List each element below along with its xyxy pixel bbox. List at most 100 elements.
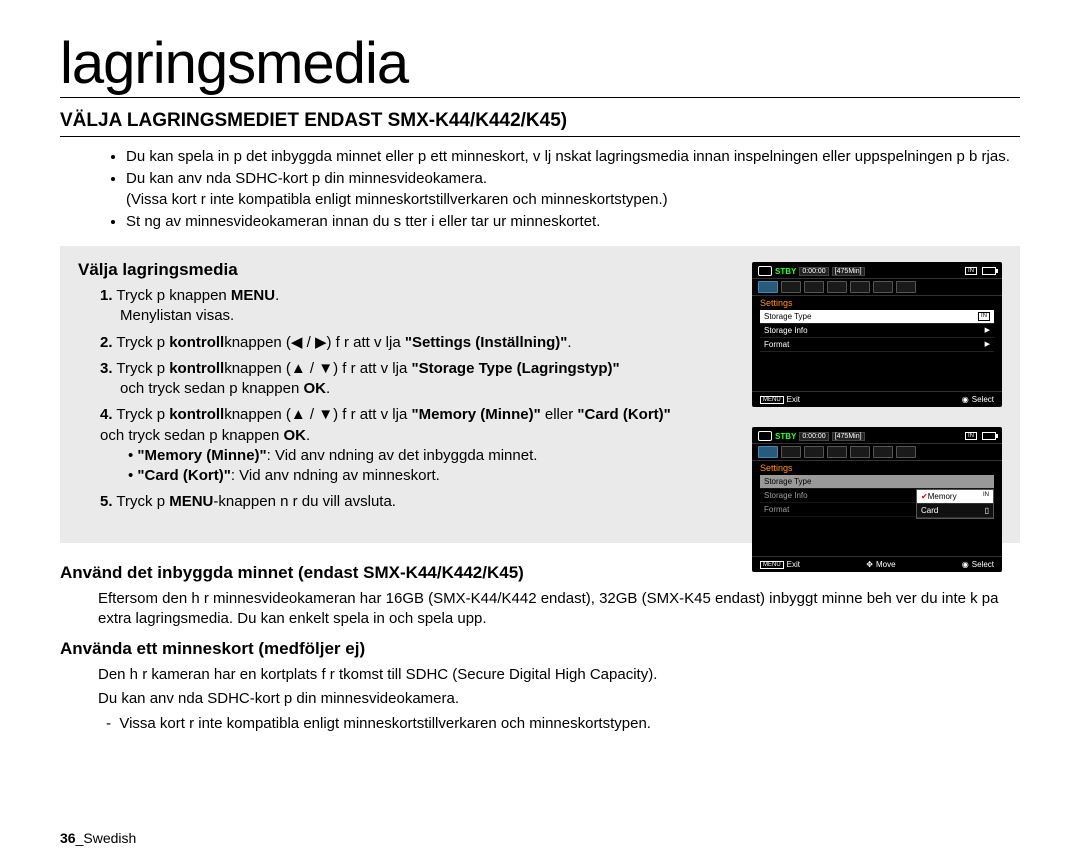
- kontroll-label: kontroll: [169, 334, 224, 351]
- tab-icon: [873, 281, 893, 293]
- menu-tag: MENU: [760, 561, 784, 569]
- in-icon: IN: [965, 267, 977, 275]
- tab-icon: [758, 281, 778, 293]
- select-label: Select: [972, 560, 994, 569]
- text: Tryck p knappen: [116, 287, 231, 304]
- menu-label: Format: [764, 340, 789, 349]
- menu-row: Storage Info ▶: [760, 324, 994, 338]
- lcd-bottombar: MENUExit ✥ Move ◉ Select: [752, 556, 1002, 572]
- text: Tryck p: [116, 406, 169, 423]
- menu-label: Format: [764, 505, 789, 514]
- text: -knappen n r du vill avsluta.: [213, 493, 396, 510]
- quoted: "Memory (Minne)": [411, 406, 540, 423]
- page-number: 36: [60, 830, 76, 846]
- menu-label: Storage Type: [764, 312, 811, 321]
- lower-heading-2: Använda ett minneskort (medföljer ej): [60, 639, 1020, 659]
- text: : Vid anv ndning av minneskort.: [231, 467, 440, 484]
- in-icon: IN: [965, 432, 977, 440]
- exit-label: Exit: [787, 395, 800, 404]
- text: knappen (▲ / ▼) f r att v lja: [224, 360, 411, 377]
- tab-icon: [827, 281, 847, 293]
- battery-icon: [982, 267, 996, 275]
- step-2: 2. Tryck p kontrollknappen (◀ / ▶) f r a…: [100, 333, 740, 353]
- in-tag: IN: [978, 312, 990, 321]
- instructions-box: Välja lagringsmedia 1. Tryck p knappen M…: [60, 246, 1020, 543]
- select-label: Select: [972, 395, 994, 404]
- text: .: [326, 380, 330, 397]
- arrow-icon: ▶: [985, 326, 990, 335]
- select-button: ◉ Select: [962, 395, 994, 404]
- camera-icon: [758, 431, 772, 441]
- text: Tryck p: [116, 334, 169, 351]
- exit-label: Exit: [787, 560, 800, 569]
- page-footer: 36_Swedish: [60, 830, 136, 846]
- text: och tryck sedan p knappen: [100, 427, 283, 444]
- text: knappen (◀ / ▶) f r att v lja: [224, 334, 405, 351]
- card-icon: ▯: [985, 506, 989, 515]
- ok-label: OK: [283, 427, 306, 444]
- memory-label: Memory: [928, 492, 957, 501]
- screenshots-container: STBY 0:00:00 [475Min] IN Settings Storag…: [752, 262, 1002, 592]
- settings-label: Settings: [752, 461, 1002, 475]
- quoted: "Card (Kort)": [577, 406, 670, 423]
- text: .: [275, 287, 279, 304]
- quoted: "Settings (Inställning)": [405, 334, 568, 351]
- sub-bullet: • "Memory (Minne)": Vid anv ndning av de…: [140, 446, 740, 466]
- tab-icon: [827, 446, 847, 458]
- arrow-icon: ▶: [985, 340, 990, 349]
- text: och tryck sedan p knappen: [120, 380, 303, 397]
- page-subtitle: VÄLJA LAGRINGSMEDIET ENDAST SMX-K44/K442…: [60, 110, 1020, 137]
- intro-list: Du kan spela in p det inbyggda minnet el…: [126, 147, 1020, 232]
- lcd-iconrow: [752, 278, 1002, 296]
- tab-icon: [804, 281, 824, 293]
- intro-item: Du kan spela in p det inbyggda minnet el…: [126, 147, 1020, 167]
- menu-label: MENU: [231, 287, 275, 304]
- lcd-topbar: STBY 0:00:00 [475Min] IN: [752, 427, 1002, 443]
- popup-row: Card ▯: [917, 504, 993, 518]
- menu-row-selected: Storage Type: [760, 475, 994, 489]
- tab-icon: [804, 446, 824, 458]
- battery-icon: [982, 432, 996, 440]
- stby-label: STBY: [775, 267, 796, 276]
- lcd-topbar: STBY 0:00:00 [475Min] IN: [752, 262, 1002, 278]
- duration-label: [475Min]: [832, 432, 865, 441]
- text: : Vid anv ndning av det inbyggda minnet.: [267, 447, 538, 464]
- lcd-screen-1: STBY 0:00:00 [475Min] IN Settings Storag…: [752, 262, 1002, 407]
- text: Tryck p: [116, 493, 169, 510]
- lcd-menu: Storage Type IN Storage Info ▶ Format ▶: [752, 310, 1002, 352]
- settings-label: Settings: [752, 296, 1002, 310]
- text: eller: [541, 406, 578, 423]
- lcd-bottombar: MENUExit ◉ Select: [752, 391, 1002, 407]
- time-label: 0:00:00: [799, 432, 828, 441]
- move-button: ✥ Move: [866, 560, 895, 569]
- text: Menylistan visas.: [120, 306, 740, 326]
- steps-list: 1. Tryck p knappen MENU. Menylistan visa…: [100, 286, 740, 513]
- check-icon: ✔: [921, 492, 928, 501]
- text: Vissa kort r inte kompatibla enligt minn…: [119, 715, 651, 732]
- move-label: Move: [876, 560, 896, 569]
- duration-label: [475Min]: [832, 267, 865, 276]
- text: .: [306, 427, 310, 444]
- tab-icon: [781, 446, 801, 458]
- text: Tryck p: [116, 360, 169, 377]
- lower-text: Den h r kameran har en kortplats f r tko…: [98, 665, 1020, 685]
- card-label: Card: [921, 506, 938, 515]
- text: .: [567, 334, 571, 351]
- quoted: "Storage Type (Lagringstyp)": [411, 360, 619, 377]
- tab-icon: [758, 446, 778, 458]
- menu-label: Storage Info: [764, 326, 808, 335]
- popup-row-selected: ✔Memory IN: [917, 490, 993, 504]
- tab-icon: [896, 281, 916, 293]
- step-5: 5. Tryck p MENU-knappen n r du vill avsl…: [100, 492, 740, 512]
- menu-label: MENU: [169, 493, 213, 510]
- menu-label: Storage Type: [764, 477, 811, 486]
- camera-icon: [758, 266, 772, 276]
- kontroll-label: kontroll: [169, 406, 224, 423]
- select-button: ◉ Select: [962, 560, 994, 569]
- tab-icon: [873, 446, 893, 458]
- ok-label: OK: [303, 380, 326, 397]
- lower-bullet: - Vissa kort r inte kompatibla enligt mi…: [120, 714, 1020, 734]
- tab-icon: [781, 281, 801, 293]
- tab-icon: [850, 446, 870, 458]
- lower-text: Eftersom den h r minnesvideokameran har …: [98, 589, 1020, 630]
